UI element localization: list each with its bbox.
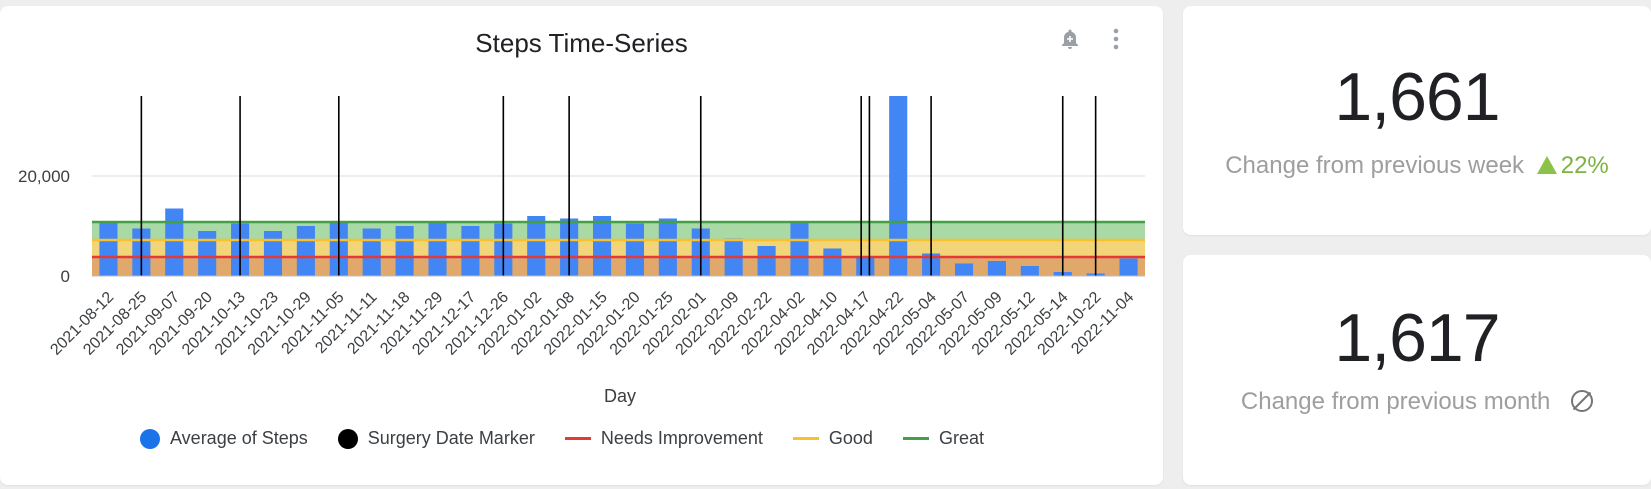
bar [99,221,118,276]
legend-label: Average of Steps [170,428,308,448]
bar [625,223,645,276]
no-data-icon [1571,390,1594,412]
legend-item-average-of-steps[interactable]: Average of Steps [140,428,308,449]
y-tick-label: 0 [61,267,70,286]
kpi-label-text: Change from previous week [1225,152,1525,179]
legend-label: Great [938,428,984,448]
add-alert-icon[interactable] [1057,26,1083,52]
x-axis-title: Day [604,386,636,406]
legend-label: Needs Improvement [600,428,763,448]
y-tick-label: 20,000 [18,167,70,186]
bar [1020,266,1039,276]
bar [428,221,447,276]
chart-title: Steps Time-Series [475,28,688,58]
bar [461,226,480,276]
legend-item-great[interactable]: Great [902,428,984,449]
legend-swatch [337,428,358,449]
legend-item-good[interactable]: Good [792,428,873,449]
kpi-card-week: 1,661 Change from previous week 22% [1183,6,1651,235]
bar [757,246,776,276]
legend-swatch [140,428,160,449]
more-vert-icon[interactable] [1103,26,1129,52]
bar [362,228,381,276]
bar [856,256,875,276]
legend-swatch [902,437,929,440]
legend-label: Good [828,428,873,448]
legend-item-needs-improvement[interactable]: Needs Improvement [564,428,763,449]
steps-chart: 020,0002021-08-122021-08-252021-09-07202… [18,96,1145,406]
chart-actions [1057,26,1129,52]
bar [823,248,842,276]
band-great [92,222,1145,240]
bar [790,221,809,276]
bar [1119,258,1138,276]
bar [263,231,283,276]
kpi-value: 1,617 [1334,300,1500,376]
bar [527,216,546,276]
legend-swatch [792,437,819,440]
bar [987,261,1006,276]
bar [395,226,414,276]
kpi-card-month: 1,617 Change from previous month [1183,255,1651,485]
band-needs-improvement [92,257,1145,276]
bar [592,216,612,276]
kpi-value: 1,661 [1334,59,1500,135]
kpi-label-text: Change from previous month [1240,388,1551,415]
chart-legend: Average of Steps Surgery Date Marker Nee… [140,428,1014,449]
bar [198,231,217,276]
arrow-up-icon [1536,156,1557,174]
chart-card: Steps Time-Series 0 20,000 2021-08-12 2021-… [0,6,1163,485]
bar [889,96,908,276]
band-good [92,240,1145,257]
legend-label: Surgery Date Marker [367,428,535,448]
bar [658,218,677,276]
bar [296,226,315,276]
kpi-delta: 22% [1560,152,1609,179]
bar [165,208,184,276]
kpi-label: Change from previous month [1183,388,1651,416]
legend-swatch [564,437,591,440]
kpi-label: Change from previous week 22% [1183,152,1651,180]
bar [954,263,974,276]
legend-item-surgery-date-marker[interactable]: Surgery Date Marker [337,428,535,449]
